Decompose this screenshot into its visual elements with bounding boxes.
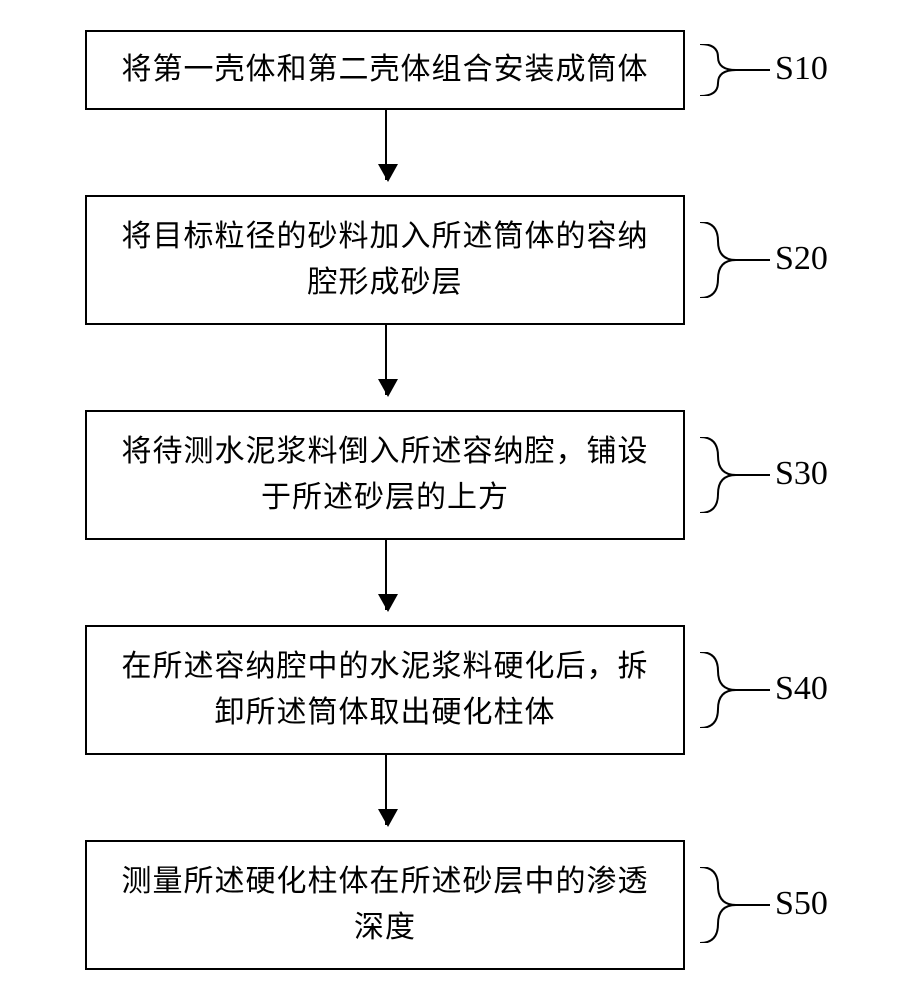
arrow-s30-s40 [385, 540, 387, 610]
bracket-s20 [700, 222, 770, 298]
step-label-s30: S30 [775, 455, 828, 493]
step-label-s10: S10 [775, 50, 828, 88]
step-box-s40: 在所述容纳腔中的水泥浆料硬化后，拆卸所述筒体取出硬化柱体 [85, 625, 685, 755]
arrow-s20-s30 [385, 325, 387, 395]
step-label-s40: S40 [775, 670, 828, 708]
step-text: 将目标粒径的砂料加入所述筒体的容纳腔形成砂层 [115, 214, 655, 307]
bracket-s50 [700, 867, 770, 943]
arrow-s40-s50 [385, 755, 387, 825]
step-text: 在所述容纳腔中的水泥浆料硬化后，拆卸所述筒体取出硬化柱体 [115, 644, 655, 737]
step-box-s50: 测量所述硬化柱体在所述砂层中的渗透深度 [85, 840, 685, 970]
step-text: 将第一壳体和第二壳体组合安装成筒体 [122, 47, 649, 94]
step-label-s50: S50 [775, 885, 828, 923]
bracket-s30 [700, 437, 770, 513]
step-box-s30: 将待测水泥浆料倒入所述容纳腔，铺设于所述砂层的上方 [85, 410, 685, 540]
flowchart-canvas: 将第一壳体和第二壳体组合安装成筒体 S10 将目标粒径的砂料加入所述筒体的容纳腔… [0, 0, 912, 1000]
step-text: 测量所述硬化柱体在所述砂层中的渗透深度 [115, 859, 655, 952]
arrow-s10-s20 [385, 110, 387, 180]
step-box-s20: 将目标粒径的砂料加入所述筒体的容纳腔形成砂层 [85, 195, 685, 325]
bracket-s40 [700, 652, 770, 728]
bracket-s10 [700, 44, 770, 96]
step-text: 将待测水泥浆料倒入所述容纳腔，铺设于所述砂层的上方 [115, 429, 655, 522]
step-box-s10: 将第一壳体和第二壳体组合安装成筒体 [85, 30, 685, 110]
step-label-s20: S20 [775, 240, 828, 278]
